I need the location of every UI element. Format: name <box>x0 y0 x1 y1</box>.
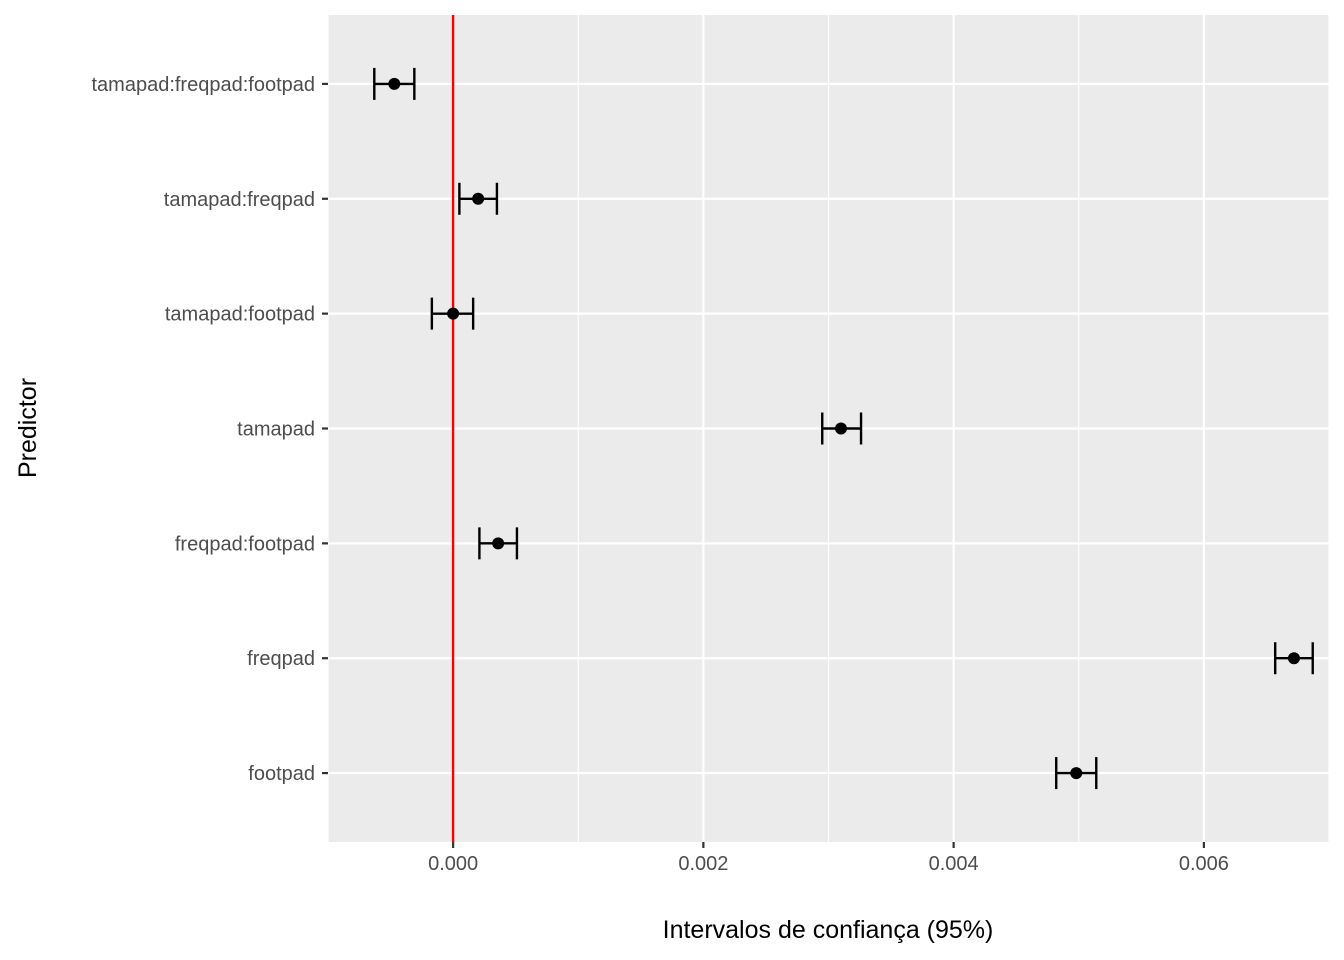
data-point <box>1287 652 1300 665</box>
data-point <box>1070 767 1083 780</box>
error-bars <box>373 67 1314 790</box>
data-point <box>388 77 401 90</box>
y-tick-label: tamapad <box>237 419 315 441</box>
x-tick-label: 0.006 <box>1179 853 1229 875</box>
x-tick-label: 0.000 <box>428 853 478 875</box>
y-tick-label: tamapad:freqpad:footpad <box>91 74 315 96</box>
data-point <box>492 537 505 550</box>
y-tick-label: freqpad:footpad <box>175 533 315 555</box>
y-tick-label: footpad <box>248 763 315 785</box>
data-point <box>472 192 485 205</box>
y-axis: footpad freqpad freqpad:footpad tamapad tama… <box>91 74 328 785</box>
major-gridlines <box>328 15 1329 842</box>
x-axis: 0.000 0.002 0.004 0.006 <box>428 842 1229 875</box>
y-tick-label: freqpad <box>247 648 315 670</box>
x-axis-title: Intervalos de confiança (95%) <box>663 916 994 944</box>
x-tick-label: 0.004 <box>929 853 979 875</box>
x-tick-label: 0.002 <box>678 853 728 875</box>
y-tick-label: tamapad:footpad <box>165 304 315 326</box>
data-point <box>447 307 460 320</box>
y-axis-title: Predictor <box>14 378 42 478</box>
data-point <box>835 422 848 435</box>
y-tick-label: tamapad:freqpad <box>164 189 315 211</box>
